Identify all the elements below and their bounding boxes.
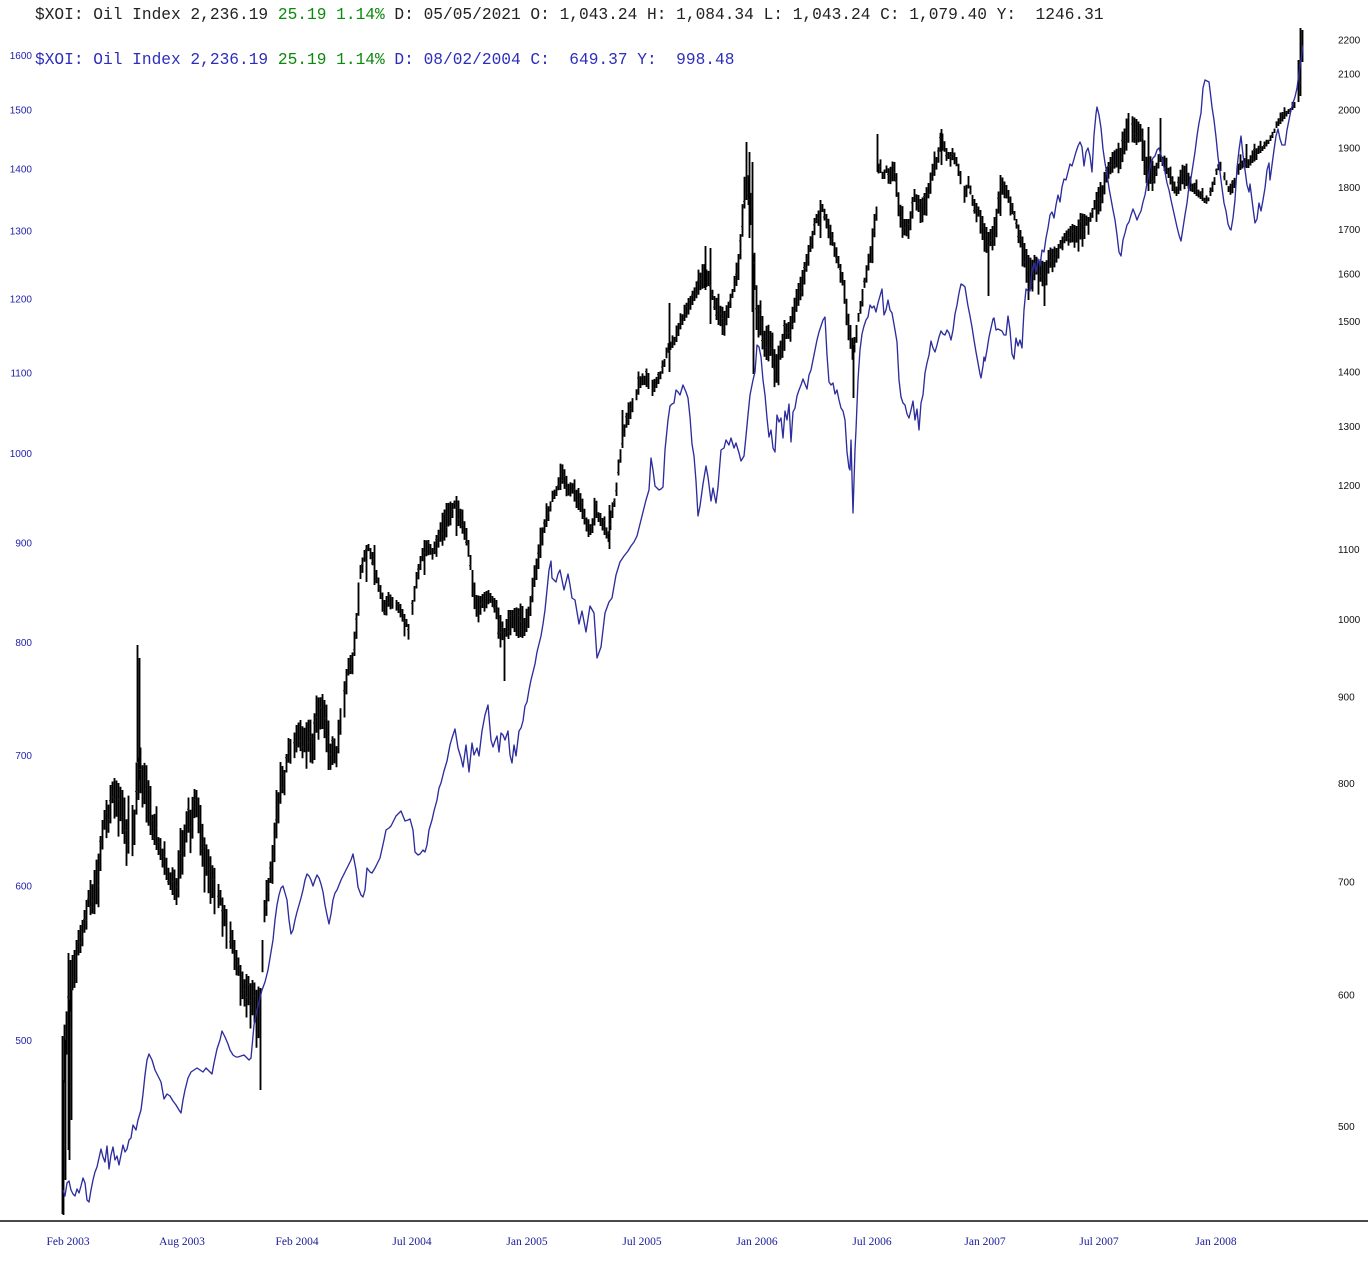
svg-text:$XOI: Oil Index 2,236.19 25.19: $XOI: Oil Index 2,236.19 25.19 1.14% D: … [35, 6, 1104, 24]
svg-text:1000: 1000 [1338, 615, 1361, 626]
svg-text:600: 600 [1338, 991, 1355, 1002]
svg-text:1600: 1600 [10, 51, 33, 62]
svg-text:1700: 1700 [1338, 225, 1361, 236]
svg-text:Jan 2008: Jan 2008 [1195, 1236, 1236, 1248]
svg-text:1100: 1100 [10, 369, 32, 380]
svg-text:Jul 2005: Jul 2005 [622, 1236, 662, 1248]
svg-text:Aug 2003: Aug 2003 [159, 1236, 205, 1248]
svg-text:500: 500 [15, 1036, 32, 1047]
svg-text:1200: 1200 [1338, 481, 1361, 492]
svg-text:1400: 1400 [1338, 368, 1361, 379]
svg-text:1100: 1100 [1338, 545, 1360, 556]
svg-text:Jan 2005: Jan 2005 [506, 1236, 547, 1248]
svg-text:900: 900 [1338, 693, 1355, 704]
svg-text:1300: 1300 [10, 227, 33, 238]
svg-text:800: 800 [1338, 779, 1355, 790]
svg-text:Feb 2004: Feb 2004 [275, 1236, 318, 1248]
svg-text:1000: 1000 [10, 449, 33, 460]
svg-text:1800: 1800 [1338, 183, 1361, 194]
svg-text:Jul 2007: Jul 2007 [1079, 1236, 1119, 1248]
svg-text:1500: 1500 [1338, 317, 1361, 328]
svg-text:1900: 1900 [1338, 144, 1361, 155]
svg-text:Jul 2006: Jul 2006 [852, 1236, 892, 1248]
svg-text:700: 700 [15, 751, 32, 762]
svg-text:1300: 1300 [1338, 422, 1361, 433]
svg-text:Jan 2007: Jan 2007 [964, 1236, 1005, 1248]
svg-text:Jan 2006: Jan 2006 [736, 1236, 777, 1248]
svg-text:1500: 1500 [10, 106, 33, 117]
svg-text:1400: 1400 [10, 165, 33, 176]
svg-text:1200: 1200 [10, 295, 33, 306]
svg-text:800: 800 [15, 638, 32, 649]
svg-text:2100: 2100 [1338, 70, 1361, 81]
svg-text:1600: 1600 [1338, 270, 1361, 281]
svg-text:Jul 2004: Jul 2004 [392, 1236, 432, 1248]
svg-text:700: 700 [1338, 878, 1355, 889]
svg-text:500: 500 [1338, 1122, 1355, 1133]
svg-text:2000: 2000 [1338, 106, 1361, 117]
svg-text:Feb 2003: Feb 2003 [46, 1236, 89, 1248]
svg-text:600: 600 [15, 882, 32, 893]
svg-text:$XOI: Oil Index 2,236.19 25.19: $XOI: Oil Index 2,236.19 25.19 1.14% D: … [35, 51, 734, 69]
svg-text:2200: 2200 [1338, 36, 1361, 47]
svg-text:900: 900 [15, 539, 32, 550]
